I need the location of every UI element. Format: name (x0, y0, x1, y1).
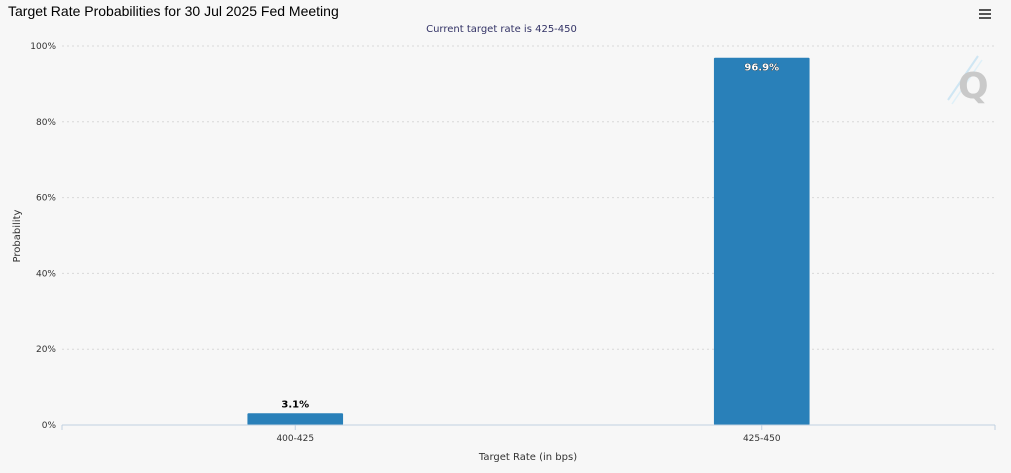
chart-subtitle: Current target rate is 425-450 (426, 24, 577, 35)
y-tick-label: 0% (42, 421, 57, 431)
q-logo-icon: Q (947, 55, 989, 107)
bars (247, 57, 810, 426)
bar-425-450[interactable] (713, 57, 810, 426)
bar-400-425[interactable] (247, 413, 344, 425)
y-tick-label: 60% (36, 194, 56, 204)
y-tick-label: 100% (30, 42, 56, 52)
x-axis-ticks: 400-425 425-450 (61, 425, 996, 444)
y-tick-label: 80% (36, 118, 56, 128)
x-tick-label: 425-450 (743, 434, 781, 444)
hamburger-menu-icon[interactable] (976, 6, 994, 22)
gridlines (62, 45, 995, 350)
x-axis-title: Target Rate (in bps) (478, 452, 577, 463)
data-label-425-450: 96.9% (744, 63, 779, 74)
y-axis-ticks: 0% 20% 40% 60% 80% 100% (30, 42, 56, 431)
svg-text:Q: Q (958, 66, 989, 107)
y-tick-label: 20% (36, 345, 56, 355)
chart-title: Target Rate Probabilities for 30 Jul 202… (8, 3, 339, 19)
data-label-400-425: 3.1% (281, 399, 309, 410)
y-axis-title: Probability (12, 209, 23, 262)
data-labels: 3.1% 96.9% (281, 62, 779, 410)
y-tick-label: 40% (36, 269, 56, 279)
x-tick-label: 400-425 (276, 434, 314, 444)
